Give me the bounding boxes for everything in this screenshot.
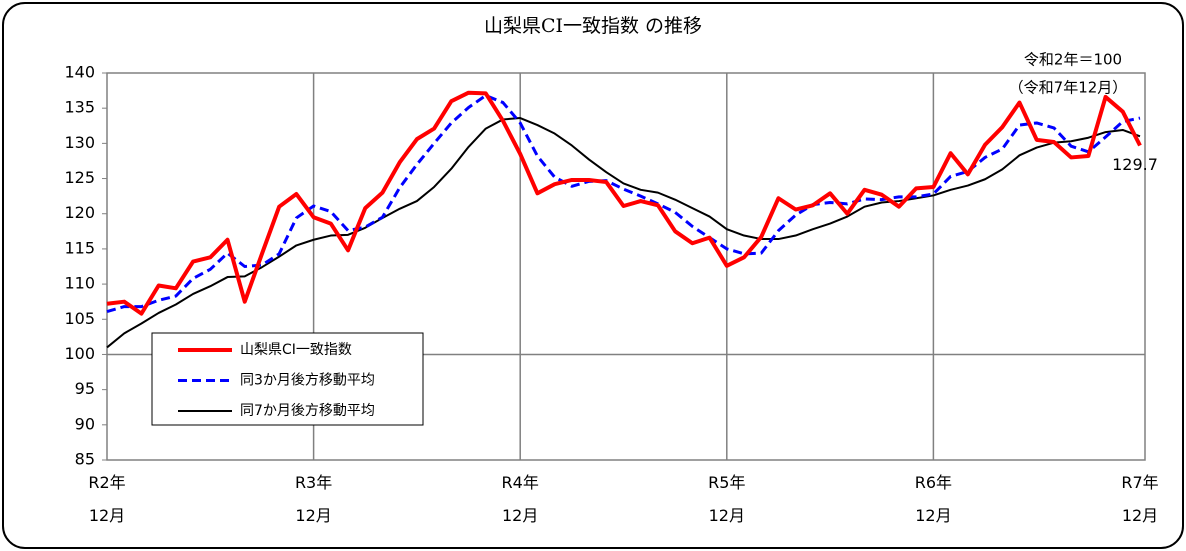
annotation: （令和7年12月） bbox=[1009, 79, 1128, 97]
y-tick-label: 100 bbox=[64, 344, 95, 363]
x-tick-label: R5年 12月 bbox=[708, 473, 746, 525]
y-tick-label: 130 bbox=[64, 133, 95, 152]
x-tick-label: R2年 12月 bbox=[88, 473, 126, 525]
y-tick-label: 105 bbox=[64, 309, 95, 328]
legend-label: 山梨県CI一致指数 bbox=[240, 342, 352, 358]
y-tick-label: 135 bbox=[64, 98, 95, 117]
plot-area bbox=[106, 72, 1146, 461]
series-line bbox=[106, 94, 1141, 313]
series-line bbox=[106, 117, 1141, 349]
annotation: 令和2年＝100 bbox=[1024, 51, 1122, 69]
data-label: 129.7 bbox=[1112, 155, 1158, 174]
y-tick-label: 95 bbox=[75, 379, 95, 398]
series-line bbox=[106, 90, 1142, 316]
x-tick-label: R7年 12月 bbox=[1121, 473, 1159, 525]
x-tick-label: R4年 12月 bbox=[501, 473, 539, 525]
y-tick-label: 140 bbox=[64, 63, 95, 82]
chart-title: 山梨県CI一致指数 の推移 bbox=[484, 15, 702, 37]
x-tick-label: R6年 12月 bbox=[914, 473, 953, 525]
y-tick-label: 90 bbox=[75, 414, 95, 433]
y-tick-label: 125 bbox=[64, 168, 95, 187]
legend-label: 同7か月後方移動平均 bbox=[240, 403, 375, 419]
y-tick-label: 120 bbox=[64, 203, 95, 222]
y-tick-label: 85 bbox=[75, 450, 95, 469]
y-tick-label: 115 bbox=[64, 238, 95, 257]
legend-label: 同3か月後方移動平均 bbox=[240, 373, 375, 389]
x-tick-label: R3年 12月 bbox=[294, 473, 333, 525]
y-tick-label: 110 bbox=[64, 274, 95, 293]
